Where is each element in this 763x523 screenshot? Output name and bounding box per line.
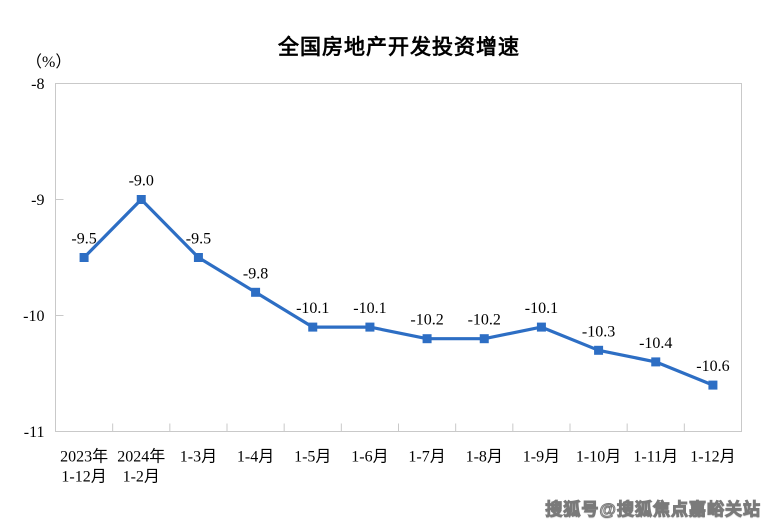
y-tick-label: -9 xyxy=(31,192,44,209)
data-point-label: -10.3 xyxy=(582,323,615,340)
x-category-label: 2024年 xyxy=(117,448,165,466)
data-point-label: -10.2 xyxy=(468,312,501,329)
data-point-marker xyxy=(193,253,203,262)
data-point-label: -9.0 xyxy=(129,173,154,190)
x-category-label: 1-9月 xyxy=(523,449,560,466)
data-point-label: -10.4 xyxy=(639,335,672,352)
x-category-label: 2023年 xyxy=(60,448,108,466)
y-tick-label: -11 xyxy=(24,424,45,441)
data-point-marker xyxy=(479,334,489,344)
data-point-label: -10.2 xyxy=(410,312,443,329)
data-point-label: -9.5 xyxy=(186,231,211,248)
y-tick-label: -8 xyxy=(31,76,44,93)
x-category-label: 1-6月 xyxy=(351,449,388,466)
x-category-label: 1-2月 xyxy=(123,469,160,486)
x-category-label: 1-4月 xyxy=(237,449,274,466)
watermark: 搜狐号@搜狐焦点嘉峪关站 xyxy=(545,500,761,520)
x-category-label: 1-12月 xyxy=(61,469,106,486)
plot-area-border xyxy=(55,83,742,432)
x-category-label: 1-12月 xyxy=(690,449,735,466)
x-category-label: 1-11月 xyxy=(633,449,678,466)
data-point-marker xyxy=(422,334,432,344)
data-point-marker xyxy=(651,357,661,367)
data-point-marker xyxy=(708,380,718,390)
data-point-marker xyxy=(536,322,546,332)
y-axis-unit-label: （%） xyxy=(26,54,72,71)
x-category-label: 1-7月 xyxy=(408,449,445,466)
data-point-label: -10.1 xyxy=(353,300,386,317)
data-point-marker xyxy=(365,322,375,332)
data-point-marker xyxy=(308,322,318,332)
data-point-label: -10.1 xyxy=(296,300,329,317)
data-point-label: -10.6 xyxy=(696,358,729,375)
data-point-marker xyxy=(79,253,89,262)
x-category-label: 1-5月 xyxy=(294,449,331,466)
data-point-marker xyxy=(251,287,261,297)
data-point-marker xyxy=(136,195,146,204)
x-category-label: 1-8月 xyxy=(466,449,503,466)
series-line xyxy=(82,197,715,387)
x-category-label: 1-3月 xyxy=(180,449,217,466)
data-point-label: -9.5 xyxy=(71,231,96,248)
data-point-label: -9.8 xyxy=(243,265,268,282)
chart-title: 全国房地产开发投资增速 xyxy=(278,36,520,59)
y-tick-label: -10 xyxy=(23,308,44,325)
data-point-marker xyxy=(594,345,604,355)
x-category-label: 1-10月 xyxy=(576,449,621,466)
data-point-label: -10.1 xyxy=(525,300,558,317)
